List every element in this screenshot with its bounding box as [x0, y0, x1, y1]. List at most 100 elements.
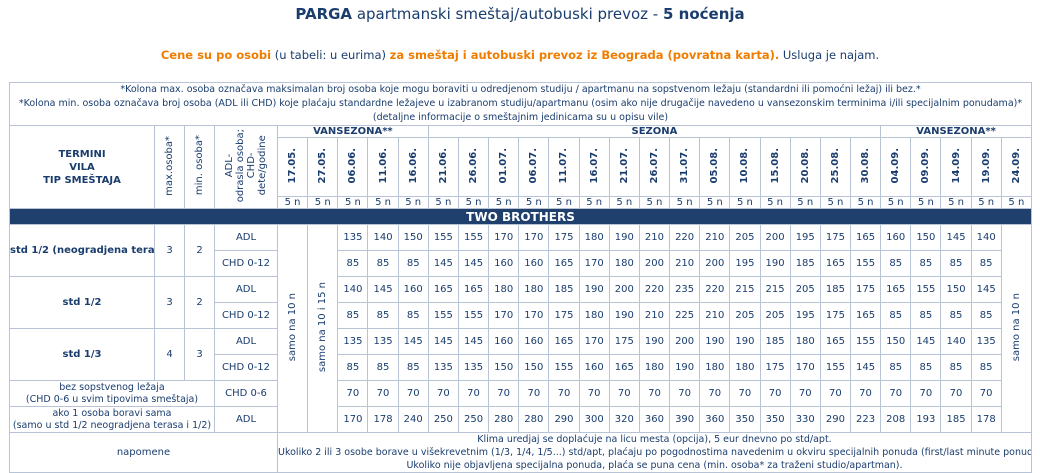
price-cell: 85 [910, 250, 942, 277]
date-label: 11.07. [558, 147, 570, 184]
price-cell: 178 [367, 406, 399, 433]
date-label: 26.07. [648, 147, 660, 184]
price-cell: 170 [488, 302, 520, 329]
nights-cell: 5 n [1000, 196, 1032, 209]
person-type: CHD 0-6 [214, 380, 278, 407]
price-cell: 170 [789, 354, 821, 381]
nights-cell: 5 n [759, 196, 791, 209]
price-cell: 250 [457, 406, 490, 433]
price-cell: 360 [699, 406, 731, 433]
nights-cell: 5 n [518, 196, 550, 209]
nights-cell: 5 n [940, 196, 972, 209]
date-label: 01.07. [498, 147, 510, 184]
price-cell: 70 [518, 380, 550, 407]
price-cell: 175 [819, 224, 851, 251]
price-cell: 85 [970, 302, 1002, 329]
price-cell: 205 [729, 224, 761, 251]
napomene-label: napomene [9, 432, 278, 473]
table-row: CHD 0-12 85 85 85 155 155 170 170 175 180 190 210 22… [10, 302, 1032, 329]
nights-cell: 5 n [638, 196, 671, 209]
price-cell: 70 [699, 380, 731, 407]
price-cell: 215 [759, 276, 791, 303]
price-cell: 225 [669, 302, 701, 329]
person-type: CHD 0-12 [214, 250, 278, 277]
price-cell: 210 [669, 250, 701, 277]
price-cell: 155 [849, 250, 882, 277]
price-cell: 190 [669, 354, 701, 381]
price-cell: 140 [940, 328, 972, 355]
price-cell: 160 [518, 328, 550, 355]
nights-cell: 5 n [880, 196, 912, 209]
price-cell: 70 [880, 380, 912, 407]
price-cell: 175 [759, 354, 791, 381]
price-cell: 165 [849, 302, 882, 329]
price-cell: 150 [910, 224, 942, 251]
price-cell: 70 [910, 380, 942, 407]
price-cell: 175 [819, 302, 851, 329]
price-cell: 70 [940, 380, 972, 407]
season-vansezona-1: VANSEZONA** [277, 125, 429, 138]
page-subtitle: Cene su po osobi (u tabeli: u eurima) za… [160, 48, 880, 62]
date-label: 04.09. [890, 147, 902, 184]
price-cell: 180 [578, 302, 610, 329]
side-note-label: samo na 10 n [287, 292, 299, 362]
price-cell: 175 [608, 328, 640, 355]
price-cell: 85 [337, 250, 369, 277]
room-max: 3 [154, 224, 185, 277]
price-cell: 165 [880, 276, 912, 303]
date-header: 04.09. [880, 137, 912, 197]
date-header: 25.08. [819, 137, 851, 197]
room-max: 4 [154, 328, 185, 381]
date-header: 17.05. [276, 137, 309, 197]
date-header: 10.08. [729, 137, 761, 197]
price-cell: 70 [337, 380, 369, 407]
price-cell: 185 [819, 276, 851, 303]
price-cell: 200 [669, 328, 701, 355]
date-label: 06.07. [528, 147, 540, 184]
price-cell: 135 [337, 328, 369, 355]
price-cell: 140 [970, 224, 1002, 251]
price-cell: 190 [699, 328, 731, 355]
date-label: 20.08. [799, 147, 811, 184]
price-cell: 220 [669, 224, 701, 251]
season-vansezona-2: VANSEZONA** [880, 125, 1032, 138]
header-max-label: max.osoba* [164, 135, 175, 196]
price-cell: 85 [880, 250, 912, 277]
nights-cell: 5 n [669, 196, 701, 209]
price-cell: 155 [457, 224, 490, 251]
price-cell: 160 [397, 276, 429, 303]
price-cell: 150 [397, 224, 429, 251]
price-cell: 165 [427, 276, 459, 303]
side-note-label: samo na 10 n [1010, 292, 1022, 362]
price-cell: 145 [427, 328, 459, 355]
nights-cell: 5 n [548, 196, 580, 209]
price-cell: 193 [910, 406, 942, 433]
date-header: 01.07. [488, 137, 520, 197]
date-label: 15.08. [769, 147, 781, 184]
price-cell: 330 [789, 406, 821, 433]
notes-cell: *Kolona max. osoba označava maksimalan b… [9, 82, 1032, 126]
nights-cell: 5 n [910, 196, 942, 209]
room-min: 2 [184, 224, 215, 277]
price-cell: 185 [759, 328, 791, 355]
date-label: 17.05. [287, 147, 299, 184]
date-label: 25.08. [829, 147, 841, 184]
date-header: 14.09. [940, 137, 972, 197]
date-label: 27.05. [317, 147, 329, 184]
nights-cell: 5 n [488, 196, 520, 209]
nights-cell: 5 n [608, 196, 640, 209]
price-cell: 170 [578, 328, 610, 355]
price-cell: 160 [488, 250, 520, 277]
price-cell: 70 [488, 380, 520, 407]
header-vila: VILA [69, 161, 95, 173]
date-header: 26.07. [638, 137, 671, 197]
date-header: 30.08. [849, 137, 882, 197]
price-cell: 215 [729, 276, 761, 303]
date-header: 05.08. [699, 137, 731, 197]
napomene-text: Klima uredjaj se doplaćuje na licu mesta… [277, 432, 1032, 473]
date-header: 06.07. [518, 137, 550, 197]
price-cell: 155 [427, 224, 459, 251]
price-cell: 145 [970, 276, 1002, 303]
extra-label-line: bez sopstvenog ležaja [59, 381, 165, 393]
